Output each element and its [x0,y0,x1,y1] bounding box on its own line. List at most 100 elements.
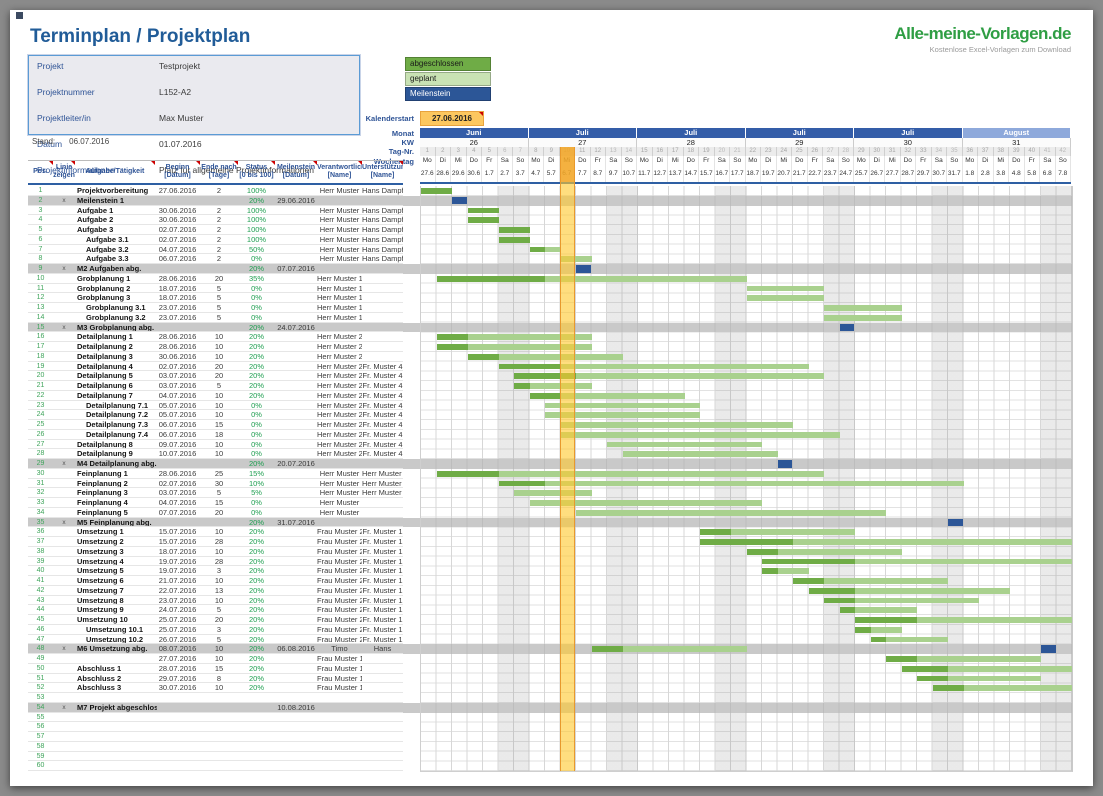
milestone-date-cell[interactable] [275,293,317,302]
responsible-cell[interactable]: Herr Muster [319,225,360,234]
status-cell[interactable]: 20% [248,264,264,273]
duration-cell[interactable] [200,196,238,205]
support-cell[interactable]: Fr. Muster 1 [362,566,403,575]
task-name-cell[interactable]: Detailplanung 7.4 [86,429,149,439]
support-cell[interactable]: Fr. Muster 4 [362,410,403,419]
support-cell[interactable] [362,264,403,273]
task-name-cell[interactable] [75,732,157,741]
responsible-cell[interactable]: Herr Muster 2 [317,390,362,400]
pos-cell[interactable]: 54 [36,703,45,711]
status-cell[interactable]: 20% [248,556,264,566]
begin-date-cell[interactable]: 04.07.2016 [158,244,197,254]
linie-zeigen-cell[interactable] [53,596,75,605]
begin-date-cell[interactable]: 10.07.2016 [158,449,197,458]
duration-cell[interactable]: 15 [214,420,224,429]
info-value[interactable]: Testprojekt [159,61,201,71]
task-name-cell[interactable]: Umsetzung 1 [77,527,124,536]
status-cell[interactable]: 0% [251,400,262,410]
status-cell[interactable]: 0% [251,449,262,458]
begin-date-cell[interactable]: 24.07.2016 [158,605,197,614]
status-cell[interactable]: 20% [248,390,264,400]
pos-cell[interactable]: 36 [36,528,45,536]
linie-zeigen-cell[interactable]: x [62,518,66,526]
milestone-date-cell[interactable] [275,469,317,478]
duration-cell[interactable] [200,518,238,527]
pos-cell[interactable]: 19 [36,362,45,370]
responsible-cell[interactable]: Frau Muster 2 [317,546,362,556]
pos-cell[interactable]: 29 [36,460,45,467]
linie-zeigen-cell[interactable] [53,713,75,722]
status-cell[interactable]: 20% [248,322,264,332]
duration-cell[interactable] [200,703,238,712]
duration-cell[interactable]: 8 [216,673,222,683]
pos-cell[interactable]: 28 [36,450,45,458]
begin-date-cell[interactable]: 21.07.2016 [158,576,197,585]
task-name-cell[interactable]: Detailplanung 7.3 [86,420,149,429]
status-cell[interactable]: 0% [251,303,262,312]
milestone-date-cell[interactable] [275,352,317,361]
responsible-cell[interactable]: Herr Muster [319,254,360,263]
support-cell[interactable]: Fr. Muster 1 [362,527,403,536]
responsible-cell[interactable] [317,761,362,770]
milestone-date-cell[interactable] [275,654,317,663]
support-cell[interactable]: Hans [373,644,392,653]
support-cell[interactable]: Fr. Muster 1 [362,556,403,566]
task-name-cell[interactable]: Umsetzung 4 [77,556,124,566]
pos-cell[interactable]: 25 [36,421,45,428]
linie-zeigen-cell[interactable] [53,693,75,702]
responsible-cell[interactable]: Herr Muster [319,498,360,507]
pos-cell[interactable]: 60 [36,762,45,770]
duration-cell[interactable]: 20 [214,273,224,283]
status-cell[interactable]: 0% [251,312,262,322]
linie-zeigen-cell[interactable] [53,732,75,741]
milestone-date-cell[interactable]: 20.07.2016 [277,459,315,468]
duration-cell[interactable]: 2 [216,234,222,244]
support-cell[interactable]: Hans Dampf [362,215,403,224]
pos-cell[interactable]: 26 [36,430,45,438]
begin-date-cell[interactable]: 26.07.2016 [158,634,197,644]
support-cell[interactable] [362,284,403,293]
linie-zeigen-cell[interactable] [53,683,75,692]
pos-cell[interactable]: 6 [38,235,43,243]
status-cell[interactable]: 20% [248,644,264,653]
status-cell[interactable]: 0% [251,498,262,507]
status-cell[interactable]: 20% [248,342,264,351]
pos-cell[interactable]: 9 [38,265,43,272]
status-cell[interactable]: 100% [246,215,267,224]
begin-date-cell[interactable] [155,713,200,722]
status-cell[interactable]: 20% [248,576,264,585]
responsible-cell[interactable]: Herr Muster [319,234,360,244]
linie-zeigen-cell[interactable] [53,576,75,585]
task-name-cell[interactable]: Umsetzung 10.2 [86,634,144,644]
milestone-date-cell[interactable] [275,674,317,683]
milestone-date-cell[interactable] [275,284,317,293]
pos-cell[interactable]: 7 [38,245,43,253]
begin-date-cell[interactable]: 03.07.2016 [158,371,197,380]
responsible-cell[interactable] [317,196,362,205]
responsible-cell[interactable]: Frau Muster 2 [317,576,362,585]
begin-date-cell[interactable] [155,722,200,731]
pos-cell[interactable]: 18 [36,352,45,360]
duration-cell[interactable]: 5 [216,303,222,312]
begin-date-cell[interactable]: 04.07.2016 [158,498,197,507]
task-name-cell[interactable]: Grobplanung 1 [77,273,131,283]
pos-cell[interactable]: 27 [36,440,45,448]
task-name-cell[interactable]: Detailplanung 9 [77,449,133,458]
begin-date-cell[interactable]: 05.07.2016 [158,400,197,410]
status-cell[interactable] [238,703,275,712]
duration-cell[interactable]: 2 [216,215,222,224]
responsible-cell[interactable]: Frau Muster 2 [317,595,362,605]
task-name-cell[interactable]: M7 Projekt abgeschlossen [77,702,157,712]
responsible-cell[interactable]: Herr Muster 1 [317,273,362,283]
begin-date-cell[interactable] [155,196,200,205]
duration-cell[interactable]: 10 [214,527,224,536]
responsible-cell[interactable]: Frau Muster 2 [317,585,362,595]
linie-zeigen-cell[interactable] [53,381,75,390]
support-cell[interactable]: Herr Muster 5 [362,488,403,497]
begin-date-cell[interactable]: 02.07.2016 [158,234,197,244]
milestone-date-cell[interactable] [275,225,317,234]
status-cell[interactable]: 50% [248,244,264,254]
milestone-date-cell[interactable] [275,186,317,195]
responsible-cell[interactable]: Frau Muster 2 [317,624,362,634]
duration-cell[interactable]: 10 [214,342,224,351]
